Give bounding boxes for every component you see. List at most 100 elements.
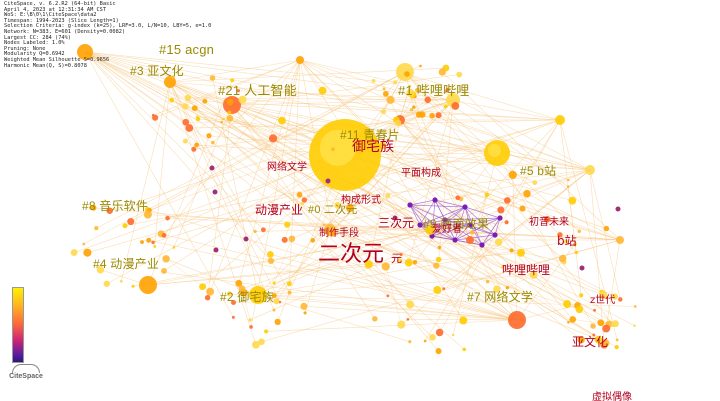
keyword-bzhan[interactable]: b站 <box>557 234 577 248</box>
node <box>249 286 267 304</box>
node <box>503 197 511 204</box>
info-nodes-labeled: Nodes Labeled: 1.0% <box>4 40 65 47</box>
node <box>106 207 113 214</box>
keyword-pingmiangoucheng[interactable]: 平面构成 <box>401 168 441 179</box>
keyword-chuyinweilai[interactable]: 初音未来 <box>529 217 569 228</box>
keyword-yuan[interactable]: 元 <box>391 252 402 265</box>
keyword-wangluowenxue[interactable]: 网络文学 <box>267 162 307 173</box>
node <box>456 71 463 78</box>
node <box>443 104 448 109</box>
node <box>415 111 423 118</box>
keyword-aihaozhe[interactable]: 爱好者 <box>432 224 462 235</box>
purple-node <box>479 242 485 248</box>
node <box>543 215 551 223</box>
node <box>577 336 585 344</box>
purple-edge <box>434 199 446 221</box>
keyword-dongmanchanye[interactable]: 动漫产业 <box>255 203 304 217</box>
node <box>433 262 440 269</box>
node <box>382 87 386 91</box>
node <box>258 338 265 346</box>
edge <box>193 119 401 150</box>
edge <box>229 118 621 241</box>
keyword-xuniouxiang[interactable]: 虚拟偶像 <box>592 392 632 401</box>
node <box>238 285 246 293</box>
node <box>455 195 461 201</box>
cluster-label-1[interactable]: #1 哔哩哔哩 <box>398 83 470 98</box>
node <box>267 251 274 258</box>
node <box>633 305 637 308</box>
edge <box>133 229 431 287</box>
keyword-bilibili[interactable]: 哔哩哔哩 <box>502 263 551 277</box>
node-purple <box>579 265 585 271</box>
keyword-yuzhaizu[interactable]: 御宅族 <box>352 139 394 155</box>
keyword-sanciyuan[interactable]: 三次元 <box>378 216 415 230</box>
node <box>271 293 277 299</box>
keyword-zshidai[interactable]: z世代 <box>590 295 616 306</box>
node <box>288 235 296 242</box>
edge <box>512 174 518 321</box>
cluster-label-15[interactable]: #15 acgn <box>159 42 215 57</box>
node <box>593 308 597 312</box>
cluster-label-4[interactable]: #4 动漫产业 <box>93 257 160 271</box>
purple-edge <box>409 204 421 226</box>
logo-text: CiteSpace <box>9 373 43 380</box>
node <box>272 308 276 312</box>
node <box>633 324 636 328</box>
edge <box>299 194 518 321</box>
node <box>569 316 577 323</box>
node <box>184 94 192 102</box>
node <box>497 206 505 214</box>
node <box>301 197 308 203</box>
node <box>393 80 398 85</box>
purple-node <box>452 237 458 243</box>
edge <box>196 144 591 171</box>
keyword-zhizuoshouduan[interactable]: 制作手段 <box>319 228 359 239</box>
node-purple <box>615 206 621 212</box>
cluster-label-11[interactable]: #11 青春片 <box>340 128 400 142</box>
node <box>140 240 144 245</box>
edge <box>84 51 501 211</box>
node <box>119 279 123 283</box>
node <box>386 294 390 298</box>
node <box>616 236 624 244</box>
node <box>386 95 395 104</box>
cluster-label-21[interactable]: #21 人工智能 <box>218 83 297 98</box>
cluster-label-0[interactable]: #0 二次元 <box>308 204 358 216</box>
keyword-erciyuan[interactable]: 二次元 <box>318 242 385 267</box>
cluster-label-3[interactable]: #3 亚文化 <box>130 64 184 78</box>
purple-edge <box>431 224 471 237</box>
node-purple <box>243 236 249 242</box>
edge <box>333 195 389 235</box>
node <box>470 230 475 235</box>
edge <box>209 59 301 292</box>
cluster-label-5[interactable]: #5 b站 <box>520 164 557 178</box>
node <box>194 142 200 148</box>
node <box>211 140 215 145</box>
node <box>378 142 386 150</box>
edge <box>249 169 591 321</box>
cluster-label-7[interactable]: #7 网络文学 <box>467 290 534 304</box>
cluster-label-8[interactable]: #8 音乐软件 <box>82 199 149 213</box>
node <box>146 237 152 243</box>
node <box>555 115 565 125</box>
node <box>505 285 510 290</box>
node <box>267 257 275 265</box>
edge <box>385 266 402 325</box>
purple-edge <box>431 206 466 237</box>
edge <box>299 59 416 97</box>
keyword-goucheng[interactable]: 构成形式 <box>341 195 381 206</box>
edge <box>212 59 301 143</box>
node <box>397 258 403 264</box>
node-layer <box>70 44 637 355</box>
purple-edge <box>464 206 483 246</box>
cluster-label-2[interactable]: #2 御宅族 <box>220 290 274 304</box>
cluster-label-9[interactable]: #9 画面效果 <box>423 217 490 231</box>
purple-edge <box>419 219 446 226</box>
edge <box>284 239 518 321</box>
edge <box>344 154 615 297</box>
node <box>249 325 253 329</box>
keyword-yawenhua[interactable]: 亚文化 <box>572 335 609 349</box>
node <box>397 320 406 329</box>
purple-edge <box>434 199 471 226</box>
